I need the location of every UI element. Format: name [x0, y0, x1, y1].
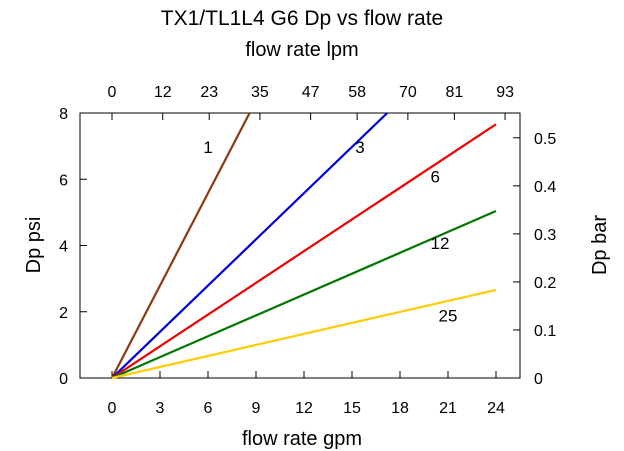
- y2-tick-label: 0.5: [534, 131, 556, 148]
- series-line-6: [111, 123, 497, 379]
- y2-tick-label: 0: [534, 371, 543, 388]
- chart-title: TX1/TL1L4 G6 Dp vs flow rate: [161, 7, 443, 30]
- series-label: 12: [431, 234, 450, 253]
- x2-tick-label: 93: [496, 84, 514, 101]
- x2-tick-label: 23: [200, 84, 218, 101]
- x2-tick-label: 12: [154, 84, 172, 101]
- series-line-12: [111, 210, 497, 380]
- series-label: 6: [430, 168, 439, 187]
- x-tick-label: 0: [108, 400, 117, 417]
- series-line-25: [111, 288, 497, 380]
- right-axis-title: Dp bar: [589, 215, 611, 275]
- y-tick-label: 0: [59, 371, 68, 388]
- x2-tick-label: 58: [348, 84, 366, 101]
- x-tick-label: 18: [391, 400, 409, 417]
- x2-tick-label: 47: [302, 84, 320, 101]
- x2-tick-label: 70: [399, 84, 417, 101]
- y2-tick-label: 0.2: [534, 275, 556, 292]
- y-tick-label: 8: [59, 106, 68, 123]
- x-tick-label: 12: [295, 400, 313, 417]
- y-tick-label: 4: [59, 239, 68, 256]
- x2-tick-label: 0: [108, 84, 117, 101]
- plot-area: 0 3 6 9 12 15 18 21 240 12 23 35 47 58 70 81 930246800.1…: [59, 84, 556, 417]
- x-tick-label: 9: [252, 400, 261, 417]
- series-line-1: [111, 112, 251, 379]
- x-tick-label: 24: [487, 400, 505, 417]
- y2-tick-label: 0.3: [534, 227, 556, 244]
- y2-tick-label: 0.1: [534, 323, 556, 340]
- x2-tick-label: 81: [445, 84, 463, 101]
- x-tick-label: 15: [343, 400, 361, 417]
- bottom-axis-title: flow rate gpm: [242, 428, 362, 450]
- x2-tick-label: 35: [251, 84, 269, 101]
- series-label: 1: [203, 138, 212, 157]
- series-label: 3: [355, 138, 364, 157]
- left-axis-title: Dp psi: [23, 217, 45, 274]
- x-tick-label: 21: [439, 400, 457, 417]
- y-tick-label: 2: [59, 305, 68, 322]
- y-tick-label: 6: [59, 172, 68, 189]
- top-axis-title: flow rate lpm: [245, 39, 358, 61]
- series-line-3: [111, 112, 388, 379]
- x-tick-label: 3: [156, 400, 165, 417]
- series-label: 25: [439, 307, 458, 326]
- y2-tick-label: 0.4: [534, 179, 556, 196]
- x-tick-label: 6: [204, 400, 213, 417]
